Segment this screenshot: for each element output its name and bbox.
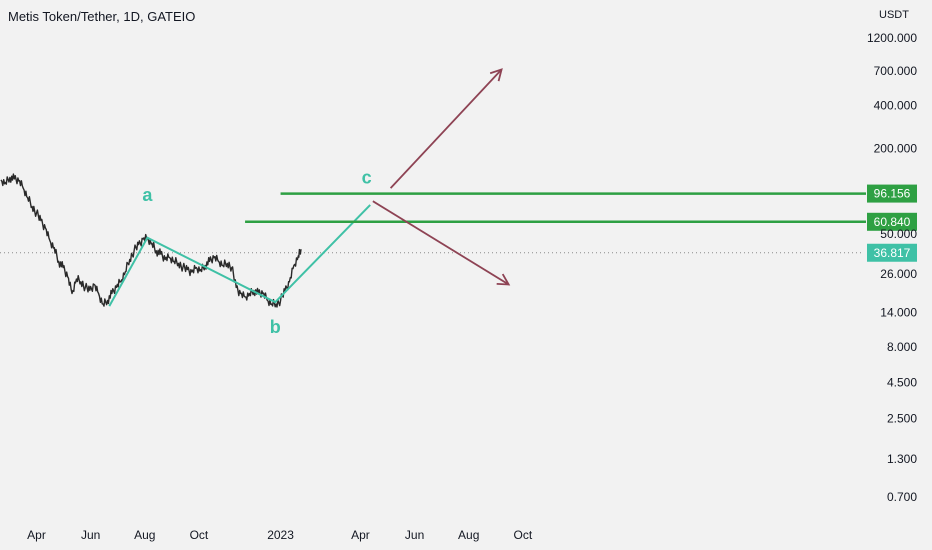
y-tick-label: 14.000: [880, 305, 917, 319]
x-axis: Apr Jun Aug Oct 2023 Apr Jun Aug Oct: [27, 528, 533, 542]
wave-label-b: b: [270, 317, 281, 337]
x-tick-label: Apr: [351, 528, 370, 542]
projection-arrow-head: [489, 68, 503, 82]
level-price-label: 60.840: [874, 215, 911, 229]
x-tick-label: Jun: [81, 528, 100, 542]
x-tick-label: Apr: [27, 528, 46, 542]
y-tick-label: 4.500: [887, 375, 917, 389]
level-price-label: 96.156: [874, 187, 911, 201]
x-tick-label: Aug: [458, 528, 479, 542]
projection-arrow-head: [496, 273, 511, 286]
last-price-badge: [867, 243, 917, 262]
y-tick-label: 2.500: [887, 412, 917, 426]
y-axis: 96.156 60.840 1200.000 700.000 400.000 200.00…: [867, 31, 917, 504]
wave-label-a: a: [142, 185, 153, 205]
currency-unit: USDT: [879, 9, 909, 21]
y-tick-label: 26.000: [880, 267, 917, 281]
y-tick-label: 400.000: [874, 99, 918, 113]
plot-area: a b c: [0, 68, 866, 337]
y-tick-label: 50.000: [880, 227, 917, 241]
last-price-label: 36.817: [874, 246, 911, 260]
x-tick-label: Oct: [190, 528, 209, 542]
x-tick-label: 2023: [267, 528, 294, 542]
x-tick-label: Aug: [134, 528, 155, 542]
projection-arrow-line: [372, 200, 510, 286]
y-tick-label: 0.700: [887, 490, 917, 504]
y-tick-label: 200.000: [874, 141, 918, 155]
y-tick-label: 700.000: [874, 64, 918, 78]
price-series-line: [0, 173, 302, 308]
y-tick-label: 1200.000: [867, 31, 917, 45]
chart-title: Metis Token/Tether, 1D, GATEIO: [8, 9, 196, 24]
wave-label-c: c: [362, 168, 372, 188]
x-tick-label: Jun: [405, 528, 424, 542]
level-price-badge: [867, 212, 917, 231]
projection-arrow-line: [389, 68, 503, 189]
y-tick-label: 8.000: [887, 340, 917, 354]
y-tick-label: 1.300: [887, 452, 917, 466]
elliott-wave-path: [108, 204, 371, 307]
level-price-badge: [867, 184, 917, 203]
x-tick-label: Oct: [514, 528, 533, 542]
